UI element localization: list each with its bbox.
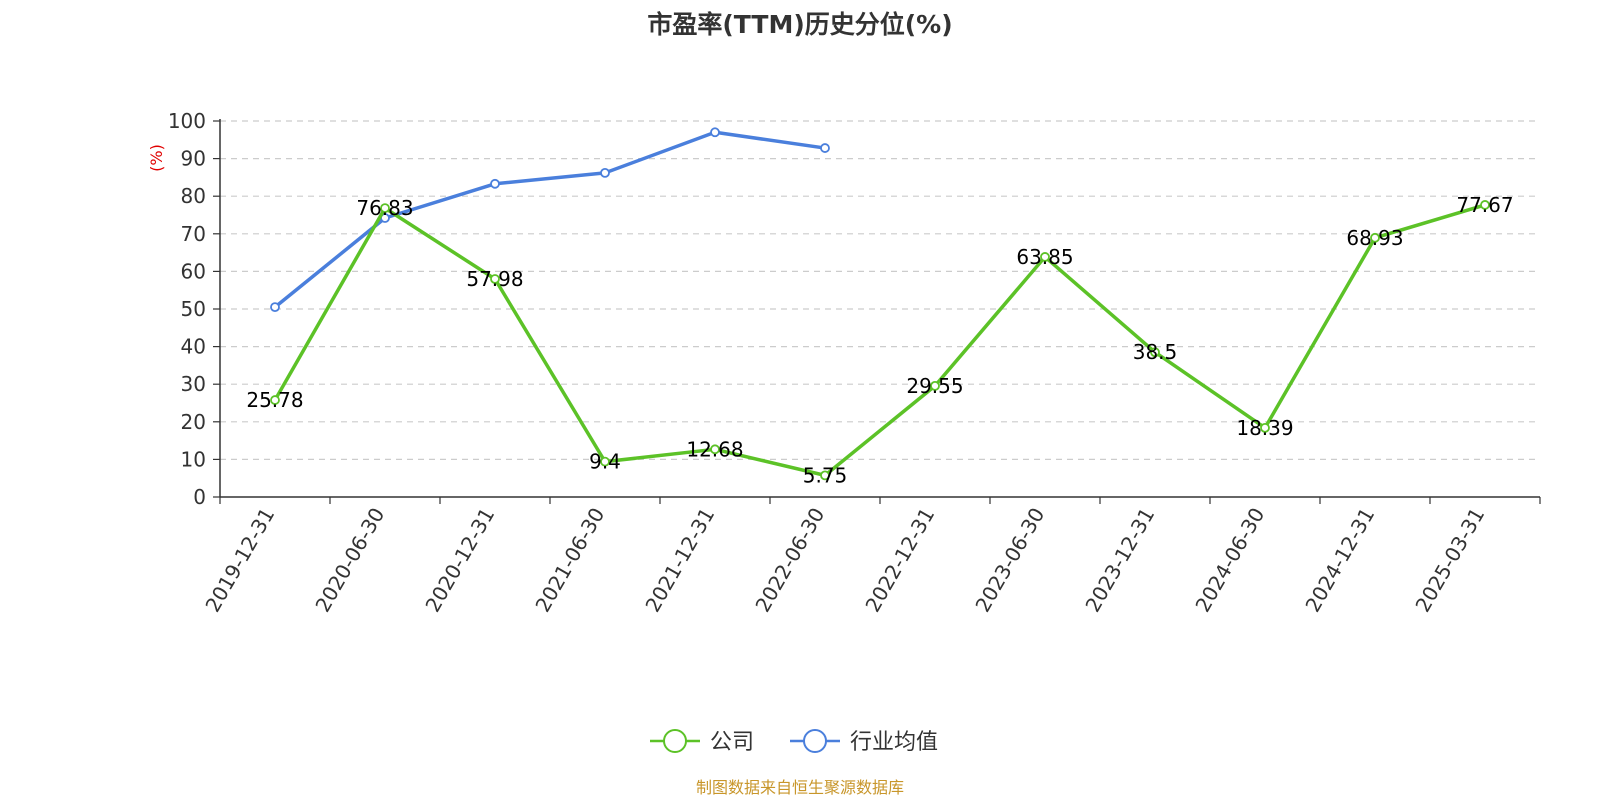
data-point <box>490 178 500 189</box>
legend-swatch-marker <box>803 729 827 753</box>
grid-lines <box>220 120 1540 460</box>
x-tick-label: 2023-12-31 <box>1080 504 1159 617</box>
data-label: 57.98 <box>466 267 523 291</box>
axes: 0 10 20 30 40 50 60 70 80 90 100 2019-12-31 2020-06-… <box>168 109 1541 617</box>
data-label: 12.68 <box>686 437 743 461</box>
x-tick-label: 2023-06-30 <box>970 504 1049 617</box>
data-point <box>710 444 720 455</box>
data-label: 25.78 <box>246 388 303 412</box>
legend-label: 公司 <box>710 730 754 755</box>
x-tick-label: 2024-12-31 <box>1300 504 1379 617</box>
data-point <box>270 395 280 405</box>
y-tick-label: 90 <box>181 147 206 171</box>
y-tick-label: 20 <box>181 410 206 434</box>
series-line <box>273 203 1486 478</box>
data-point <box>710 127 720 138</box>
y-tick-label: 30 <box>181 372 206 396</box>
data-point <box>1370 232 1380 243</box>
y-tick-label: 100 <box>168 109 206 133</box>
y-tick-label: 70 <box>181 222 206 246</box>
data-point <box>380 203 390 214</box>
data-label: 38.5 <box>1133 340 1178 364</box>
data-point <box>1150 347 1160 358</box>
data-labels: 25.78 76.83 57.98 9.4 12.68 5.75 29.55 63.85 38.… <box>246 193 1513 487</box>
y-tick-label: 50 <box>181 297 206 321</box>
legend-label: 行业均值 <box>850 730 938 755</box>
y-axis-label: (%) <box>147 144 166 172</box>
series-line <box>273 130 826 309</box>
data-label: 63.85 <box>1016 245 1073 269</box>
y-tick-label: 40 <box>181 335 206 359</box>
data-point <box>820 470 830 481</box>
x-tick-label: 2025-03-31 <box>1410 504 1489 617</box>
legend-item[interactable]: 公司 <box>650 729 754 755</box>
data-point <box>600 456 610 467</box>
x-tick-label: 2019-12-31 <box>200 504 279 617</box>
data-point <box>930 380 940 391</box>
series-lines <box>270 127 1490 481</box>
data-point <box>600 167 610 178</box>
source-note: 制图数据来自恒生聚源数据库 <box>696 778 904 797</box>
x-tick-label: 2021-06-30 <box>530 504 609 617</box>
data-label: 68.93 <box>1346 226 1403 250</box>
data-label: 77.67 <box>1456 193 1513 217</box>
data-label: 29.55 <box>906 374 963 398</box>
legend[interactable]: 公司 行业均值 <box>650 729 938 755</box>
x-tick-label: 2020-06-30 <box>310 504 389 617</box>
x-tick-label: 2022-06-30 <box>750 504 829 617</box>
x-tick-label: 2022-12-31 <box>860 504 939 617</box>
data-point <box>1480 200 1490 210</box>
x-tick-label: 2024-06-30 <box>1190 504 1269 617</box>
data-label: 76.83 <box>356 196 413 220</box>
legend-swatch-marker <box>663 729 687 753</box>
y-tick-label: 10 <box>181 447 206 471</box>
x-tick-label: 2020-12-31 <box>420 504 499 617</box>
data-point <box>490 274 500 284</box>
y-tick-label: 0 <box>193 485 206 509</box>
legend-item[interactable]: 行业均值 <box>790 729 938 755</box>
x-tick-label: 2021-12-31 <box>640 504 719 617</box>
data-label: 18.39 <box>1236 416 1293 440</box>
data-point <box>820 143 830 153</box>
y-tick-label: 60 <box>181 259 206 283</box>
data-label: 5.75 <box>803 463 848 487</box>
data-point <box>1260 422 1270 433</box>
data-label: 9.4 <box>589 450 621 474</box>
data-point <box>270 302 280 313</box>
data-point <box>1040 252 1050 262</box>
chart-title: 市盈率(TTM)历史分位(%) <box>647 10 952 39</box>
y-tick-label: 80 <box>181 184 206 208</box>
